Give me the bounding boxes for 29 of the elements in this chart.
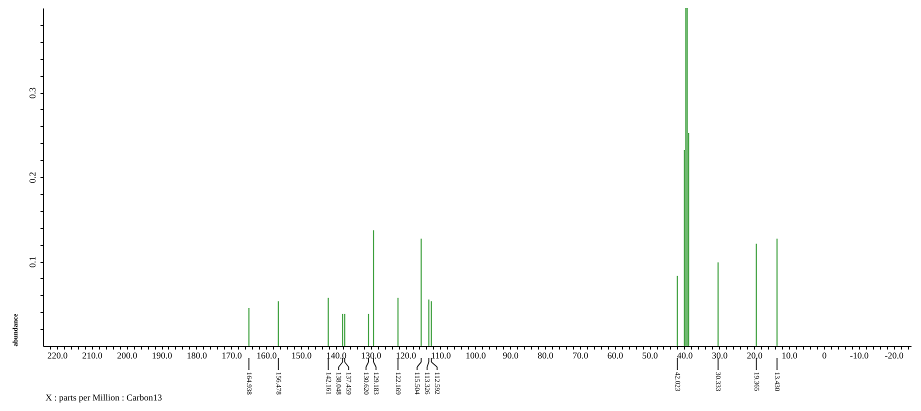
x-tick-label: 50.0 [642,350,658,360]
x-tick-label: -20.0 [884,350,904,360]
x-tick-label: 60.0 [607,350,624,360]
y-tick-label: 0.2 [28,172,38,184]
x-tick-label: 90.0 [502,350,519,360]
x-tick-label: 180.0 [186,350,208,360]
x-tick-label: 120.0 [396,350,417,360]
x-tick-label: 10.0 [782,350,798,360]
x-tick-label: 150.0 [291,350,312,360]
x-axis-title: X : parts per Million : Carbon13 [46,392,162,402]
x-tick-label: 190.0 [152,350,173,360]
x-tick-label: 40.0 [677,350,694,360]
x-tick-label: 20.0 [746,350,764,360]
x-tick-label: 30.0 [712,350,728,360]
x-tick-label: 140.0 [326,350,347,360]
x-tick-label: 200.0 [117,350,138,360]
x-tick-label: 210.0 [82,350,103,360]
x-tick-label: 70.0 [572,350,589,360]
x-tick-label: 160.0 [256,350,278,360]
y-tick-label: 0.1 [28,256,38,268]
x-tick-label: 80.0 [538,350,554,360]
x-tick-label: -10.0 [850,350,870,360]
y-tick-label: 0.3 [28,86,38,99]
x-tick-label: 130.0 [361,350,382,360]
x-tick-label: 170.0 [222,350,242,360]
x-tick-label: 0 [822,350,828,360]
x-tick-label: 110.0 [430,350,452,360]
x-tick-label: 100.0 [466,350,486,360]
x-tick-label: 220.0 [47,350,68,360]
